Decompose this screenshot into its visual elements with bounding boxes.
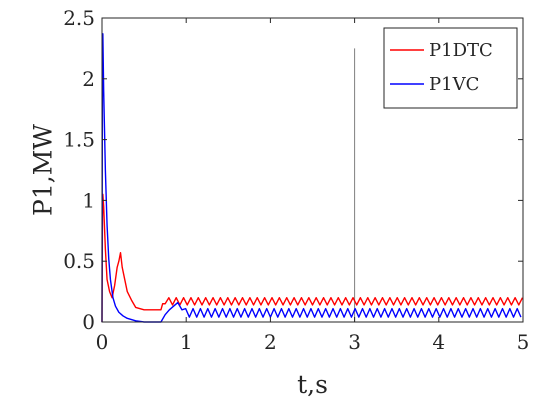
- y-tick-label: 0.5: [63, 249, 95, 273]
- x-axis-label: t,s: [297, 370, 328, 399]
- x-tick-label: 5: [517, 330, 530, 354]
- x-tick-label: 1: [180, 330, 193, 354]
- x-tick-label: 3: [348, 330, 361, 354]
- legend: P1DTC P1VC: [383, 27, 518, 109]
- y-axis-label: P1,MW: [29, 124, 58, 216]
- legend-label-p1dtc: P1DTC: [429, 40, 493, 61]
- x-tick-label: 0: [96, 330, 109, 354]
- series-line-p1vc: [101, 33, 522, 323]
- legend-label-p1vc: P1VC: [429, 74, 479, 95]
- plot-frame: [101, 17, 524, 323]
- y-tick-label: 2: [82, 67, 95, 91]
- ticks-layer: 0 1 2 3 4 5 0 0.5 1 1.5 2 2.5: [63, 6, 529, 354]
- x-tick-label: 4: [432, 330, 445, 354]
- series-line-p1dtc: [101, 193, 524, 323]
- y-tick-label: 2.5: [63, 6, 95, 30]
- series-layer: [101, 33, 524, 323]
- legend-box: [383, 27, 518, 109]
- y-tick-label: 1: [82, 188, 95, 212]
- y-tick-label: 1.5: [63, 128, 95, 152]
- x-tick-label: 2: [264, 330, 277, 354]
- y-tick-label: 0: [82, 310, 95, 334]
